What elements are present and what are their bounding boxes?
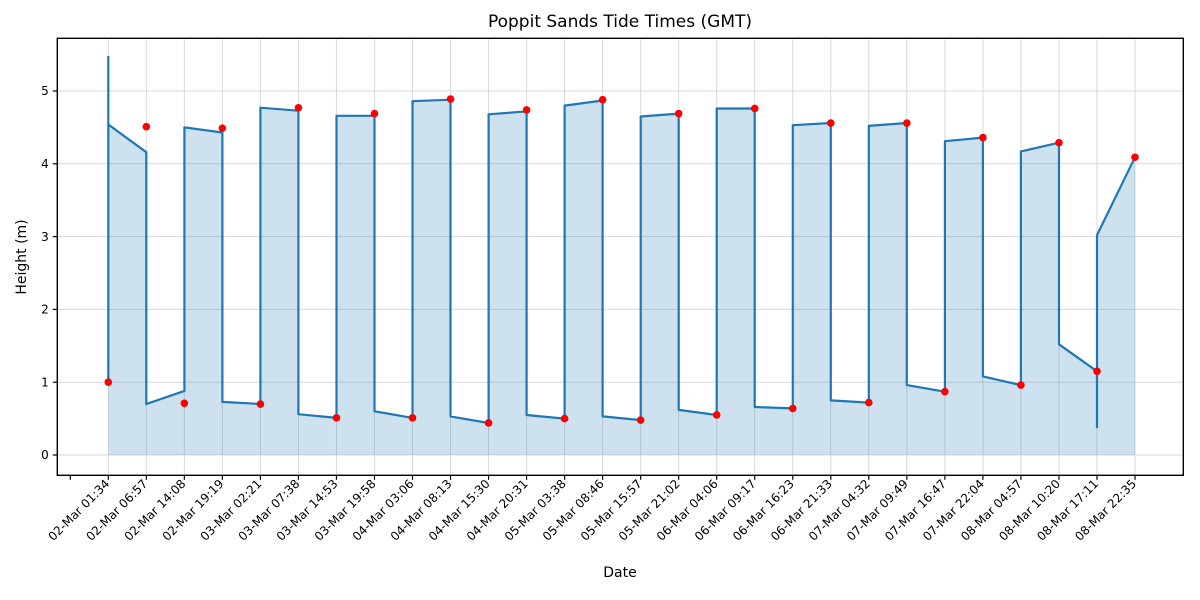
tide-point bbox=[142, 122, 151, 131]
y-tick-label: 2 bbox=[41, 303, 49, 317]
tide-point bbox=[370, 109, 379, 118]
y-tick-label: 1 bbox=[41, 375, 49, 389]
tide-point bbox=[826, 119, 835, 127]
y-tick-label: 0 bbox=[41, 448, 49, 462]
tide-point bbox=[332, 414, 341, 422]
tide-point bbox=[636, 416, 645, 424]
tide-point bbox=[1017, 381, 1025, 389]
tide-point bbox=[712, 411, 721, 419]
tide-point bbox=[750, 104, 759, 113]
tide-point bbox=[180, 399, 189, 408]
tide-point bbox=[865, 398, 873, 407]
plot-border bbox=[56, 37, 1184, 476]
tide-point bbox=[674, 109, 683, 118]
tide-point bbox=[598, 95, 607, 104]
tide-point bbox=[446, 95, 455, 103]
tide-point bbox=[294, 103, 303, 112]
y-tick-label: 5 bbox=[41, 84, 49, 98]
x-axis-label: Date bbox=[603, 565, 637, 581]
tide-curve bbox=[107, 55, 1137, 429]
tide-point bbox=[788, 404, 797, 413]
tide-point bbox=[522, 106, 531, 114]
tide-point bbox=[218, 124, 227, 132]
tide-point bbox=[484, 419, 493, 427]
tide-point bbox=[408, 414, 417, 422]
y-tick-label: 3 bbox=[41, 230, 49, 244]
tide-point bbox=[1093, 367, 1101, 376]
tide-point bbox=[1055, 138, 1063, 147]
tide-area-fill bbox=[108, 56, 1135, 456]
tide-point bbox=[560, 414, 569, 423]
tide-point bbox=[979, 133, 987, 142]
tide-point bbox=[903, 119, 911, 127]
tide-point bbox=[941, 387, 949, 396]
y-tick-label: 4 bbox=[41, 157, 49, 171]
y-axis-label: Height (m) bbox=[14, 219, 30, 295]
tide-point bbox=[104, 378, 113, 387]
tide-point bbox=[1131, 153, 1139, 162]
chart-title: Poppit Sands Tide Times (GMT) bbox=[487, 12, 753, 32]
tide-point bbox=[256, 400, 265, 408]
